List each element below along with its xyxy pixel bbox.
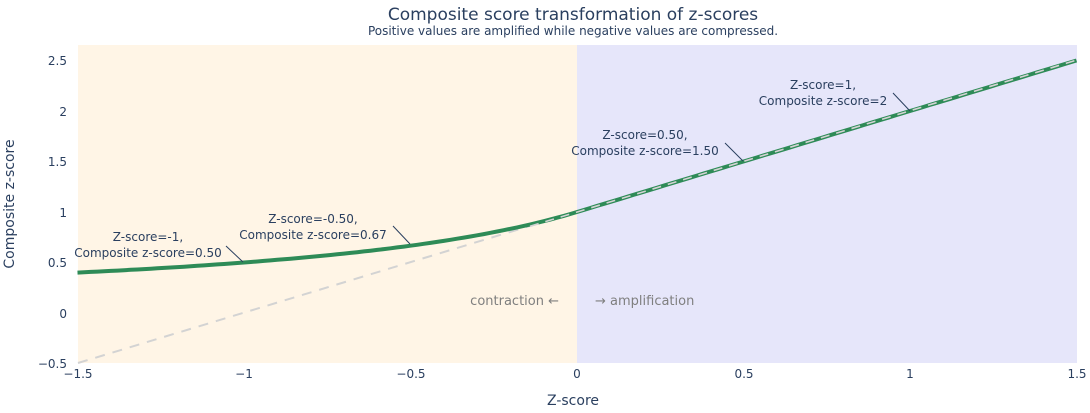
x-axis: −1.5 −1 −0.5 0 0.5 1 1.5 Z-score bbox=[63, 367, 1086, 409]
y-tick: −0.5 bbox=[38, 357, 67, 371]
amplification-region bbox=[577, 45, 1077, 363]
y-tick: 2 bbox=[59, 105, 67, 119]
y-tick: 2.5 bbox=[48, 54, 67, 68]
annotation-text: Composite z-score=0.67 bbox=[239, 228, 387, 242]
annotation-arrow-icon bbox=[392, 225, 411, 245]
y-tick: 0 bbox=[59, 307, 67, 321]
annotation-text: Z-score=-0.50, bbox=[268, 212, 358, 226]
y-tick: 1.5 bbox=[48, 155, 67, 169]
x-tick: −1.5 bbox=[63, 367, 92, 381]
annotation-text: Composite z-score=2 bbox=[759, 94, 887, 108]
annotation-z-1: Z-score=1, Composite z-score=2 bbox=[759, 78, 911, 112]
x-tick: −0.5 bbox=[396, 367, 425, 381]
annotation-text: Composite z-score=0.50 bbox=[74, 246, 222, 260]
background-regions bbox=[78, 45, 1077, 363]
annotation-arrow-icon bbox=[892, 92, 911, 112]
annotation-arrow-icon bbox=[225, 245, 244, 263]
chart-subtitle: Positive values are amplified while nega… bbox=[368, 24, 778, 38]
x-tick: 1 bbox=[906, 367, 914, 381]
y-tick: 0.5 bbox=[48, 256, 67, 270]
y-tick: 1 bbox=[59, 206, 67, 220]
annotation-z-05: Z-score=0.50, Composite z-score=1.50 bbox=[571, 128, 744, 162]
x-tick: 1.5 bbox=[1067, 367, 1086, 381]
annotation-z-neg1: Z-score=-1, Composite z-score=0.50 bbox=[74, 230, 244, 263]
contraction-label: contraction ← bbox=[470, 294, 559, 309]
x-tick: −1 bbox=[235, 367, 253, 381]
annotation-text: Z-score=-1, bbox=[113, 230, 183, 244]
amplification-label: → amplification bbox=[595, 294, 694, 309]
contraction-region bbox=[78, 45, 577, 363]
annotation-arrow-icon bbox=[724, 142, 744, 162]
x-tick: 0 bbox=[573, 367, 581, 381]
x-axis-title: Z-score bbox=[547, 393, 599, 409]
annotation-text: Composite z-score=1.50 bbox=[571, 144, 719, 158]
y-axis-title: Composite z-score bbox=[2, 139, 18, 268]
annotation-text: Z-score=0.50, bbox=[602, 128, 687, 142]
chart-title: Composite score transformation of z-scor… bbox=[388, 5, 758, 25]
y-axis: 2.5 2 1.5 1 0.5 0 −0.5 Composite z-score bbox=[2, 54, 67, 371]
x-tick: 0.5 bbox=[734, 367, 753, 381]
annotation-text: Z-score=1, bbox=[790, 78, 856, 92]
annotation-z-neg05: Z-score=-0.50, Composite z-score=0.67 bbox=[239, 212, 411, 245]
